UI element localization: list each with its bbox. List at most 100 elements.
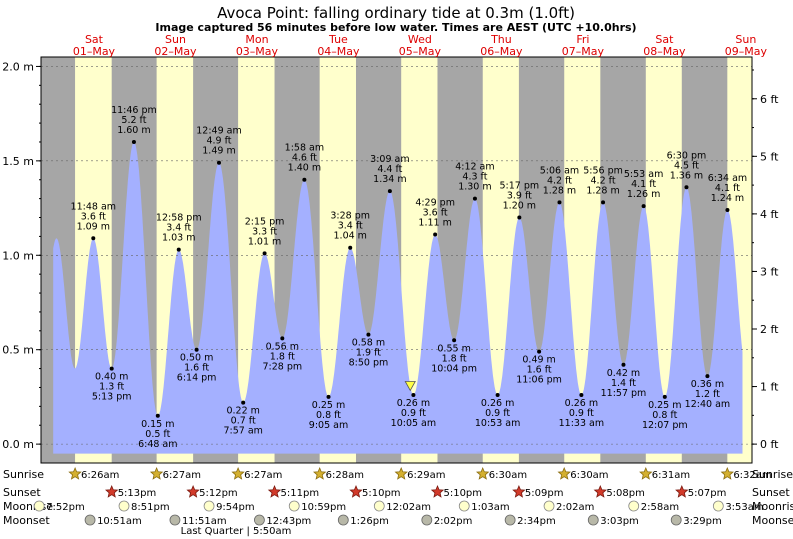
tide-point [705, 374, 710, 379]
date-label: 09–May [725, 45, 768, 58]
tide-label: 1:58 am [285, 143, 324, 154]
sunset-icon [105, 484, 119, 498]
sunset-icon [349, 484, 363, 498]
tide-label: 0.26 m [481, 398, 514, 409]
moonrise-icon [288, 500, 300, 512]
tide-label: 11:06 pm [516, 375, 562, 386]
tide-label: 3:09 am [370, 154, 409, 165]
row-label-left: Moonset [3, 514, 50, 527]
y-tick-label-left: 1.0 m [2, 249, 34, 262]
chart-subtitle: Image captured 56 minutes before low wat… [155, 21, 636, 34]
date-label: 07–May [562, 45, 605, 58]
y-tick-label-right: 2 ft [760, 323, 779, 336]
row-label-right: Sunrise [752, 468, 793, 481]
tide-label: 6:34 am [708, 173, 747, 184]
tide-label: 0.56 m [266, 341, 299, 352]
tide-label: 8:50 pm [349, 358, 389, 369]
tide-label: 0.42 m [607, 368, 640, 379]
grid-lines [41, 66, 752, 445]
day-label: Sat [85, 33, 104, 46]
tide-point [601, 200, 606, 205]
tide-label: 4.1 ft [715, 183, 740, 194]
sunset-icon [267, 484, 282, 498]
tide-label: 3.6 ft [423, 208, 448, 219]
tide-label: 1.3 ft [99, 382, 124, 393]
tide-label: 5:56 pm [583, 165, 623, 176]
sunrise-icon [475, 466, 490, 480]
tide-label: 1.28 m [543, 185, 576, 196]
moonset-time: 12:43pm [266, 516, 311, 527]
tide-label: 1.8 ft [270, 351, 295, 362]
sunrise-icon [231, 466, 245, 480]
tide-label: 1.9 ft [356, 348, 381, 359]
chart-title: Avoca Point: falling ordinary tide at 0.… [217, 4, 575, 22]
tide-label: 12:07 pm [642, 420, 688, 431]
day-label: Thu [490, 33, 512, 46]
row-label-right: Moonset [752, 514, 793, 527]
moonset-time: 2:34pm [517, 516, 556, 527]
sunrise-icon [720, 466, 734, 480]
moonrise-time: 3:53am [725, 502, 763, 513]
tide-label: 6:48 am [138, 439, 177, 450]
tide-label: 4.2 ft [547, 175, 572, 186]
sunrise-icon [394, 466, 408, 480]
moonrise-icon [118, 500, 130, 512]
tide-label: 4.4 ft [377, 164, 402, 175]
tide-point [621, 362, 626, 367]
day-label: Wed [408, 33, 432, 46]
tide-label: 1.60 m [117, 125, 150, 136]
tide-point [641, 204, 646, 209]
sunrise-icon [313, 466, 327, 480]
tide-point [194, 347, 199, 352]
tide-label: 0.49 m [522, 355, 555, 366]
tide-label: 1.28 m [586, 185, 619, 196]
axes: 0.0 m 0.5 m 1.0 m 1.5 m 2.0 m 0 ft 1 ft 2 ft 3 f… [2, 56, 779, 464]
tide-label: 1.11 m [418, 218, 451, 229]
sunset-icon [186, 484, 200, 498]
tide-label: 10:53 am [475, 418, 520, 429]
tide-label: 12:40 am [685, 399, 730, 410]
moonrise-time: 7:52pm [46, 502, 85, 513]
tide-label: 0.36 m [691, 379, 724, 390]
moonset-time: 10:51am [97, 516, 142, 527]
tide-extremes: 11:48 am3.6 ft1.09 m0.40 m1.3 ft5:13 pm1… [71, 105, 748, 450]
tide-label: 1.40 m [288, 163, 321, 174]
tide-point [662, 394, 667, 399]
tide-label: 12:58 pm [156, 213, 202, 224]
tide-label: 4.3 ft [462, 172, 487, 183]
tide-label: 5:06 am [540, 165, 579, 176]
tide-point [109, 366, 114, 371]
day-label: Tue [328, 33, 348, 46]
tide-label: 1.01 m [248, 236, 281, 247]
tide-point [684, 185, 689, 190]
sunset-time: 5:10pm [443, 488, 482, 499]
tide-label: 4.9 ft [206, 136, 231, 147]
tide-point [241, 400, 246, 405]
moonrise-icon [712, 500, 724, 512]
moonrise-time: 9:54pm [216, 502, 255, 513]
sunrise-time: 6:29am [407, 470, 445, 481]
tide-label: 3.6 ft [81, 211, 106, 222]
moonset-icon [169, 514, 181, 526]
tide-label: 0.9 ft [401, 408, 426, 419]
moonset-icon [253, 514, 265, 526]
tide-label: 0.26 m [397, 398, 430, 409]
y-tick-label-left: 0.0 m [2, 438, 34, 451]
tide-label: 1.03 m [162, 233, 195, 244]
moonset-time: 2:02pm [434, 516, 473, 527]
tide-label: 12:49 am [196, 126, 241, 137]
sunset-icon [675, 484, 689, 498]
tide-label: 1.49 m [202, 146, 235, 157]
moonrise-time: 12:02am [386, 502, 431, 513]
y-tick-label-right: 6 ft [760, 93, 779, 106]
moonset-icon [587, 514, 599, 526]
moonset-time: 11:51am [182, 516, 227, 527]
day-label: Fri [576, 33, 589, 46]
tide-label: 5:53 am [624, 169, 663, 180]
tide-label: 3.3 ft [252, 226, 277, 237]
y-tick-label-right: 5 ft [760, 150, 779, 163]
tide-point [216, 160, 221, 165]
tide-point [411, 393, 416, 398]
tide-label: 7:57 am [223, 426, 262, 437]
